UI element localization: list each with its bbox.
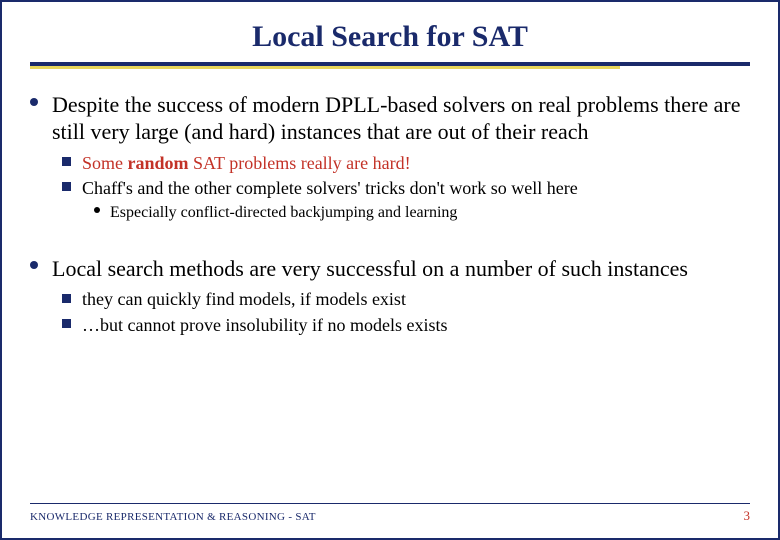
dot-icon	[30, 98, 38, 106]
bullet-text-part: SAT problems really are hard!	[189, 153, 411, 173]
slide-title: Local Search for SAT	[30, 20, 750, 54]
bullet-text-part: Some	[82, 153, 128, 173]
bullet-lvl2-emphasis: Some random SAT problems really are hard…	[62, 152, 750, 175]
footer-row: KNOWLEDGE REPRESENTATION & REASONING - S…	[30, 508, 750, 524]
bullet-lvl2: …but cannot prove insolubility if no mod…	[62, 314, 750, 337]
dot-icon	[94, 207, 100, 213]
square-icon	[62, 319, 71, 328]
bullet-text: Despite the success of modern DPLL-based…	[52, 92, 741, 144]
bullet-lvl3: Especially conflict-directed backjumping…	[94, 203, 750, 223]
slide: Local Search for SAT Despite the success…	[0, 0, 780, 540]
slide-body: Despite the success of modern DPLL-based…	[30, 92, 750, 336]
square-icon	[62, 294, 71, 303]
dot-icon	[30, 261, 38, 269]
bullet-text: …but cannot prove insolubility if no mod…	[82, 315, 447, 335]
bullet-lvl1: Despite the success of modern DPLL-based…	[30, 92, 750, 146]
square-icon	[62, 157, 71, 166]
vertical-spacer	[30, 226, 750, 248]
slide-footer: KNOWLEDGE REPRESENTATION & REASONING - S…	[30, 503, 750, 524]
bullet-text-bold: random	[128, 153, 189, 173]
bullet-lvl2: they can quickly find models, if models …	[62, 288, 750, 311]
bullet-text: Chaff's and the other complete solvers' …	[82, 178, 578, 198]
rule-accent	[30, 66, 620, 69]
footer-rule	[30, 503, 750, 504]
bullet-text: Especially conflict-directed backjumping…	[110, 204, 457, 221]
bullet-lvl1: Local search methods are very successful…	[30, 256, 750, 283]
footer-text: KNOWLEDGE REPRESENTATION & REASONING - S…	[30, 511, 316, 523]
bullet-lvl2: Chaff's and the other complete solvers' …	[62, 177, 750, 200]
bullet-text: Local search methods are very successful…	[52, 256, 688, 281]
page-number: 3	[744, 508, 751, 524]
title-underline	[30, 62, 750, 72]
bullet-text: they can quickly find models, if models …	[82, 289, 406, 309]
square-icon	[62, 182, 71, 191]
